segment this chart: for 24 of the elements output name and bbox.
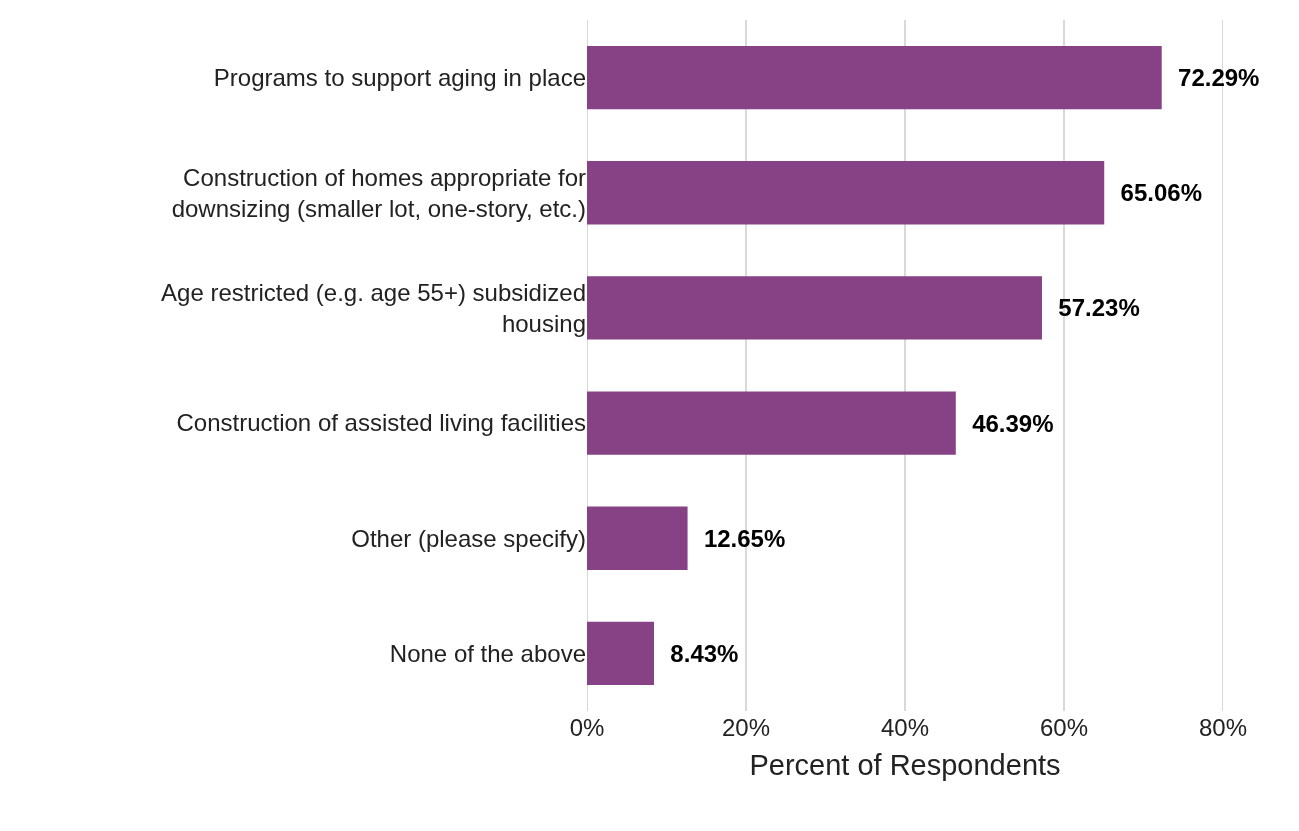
data-label: 72.29% bbox=[1178, 64, 1260, 92]
data-label: 57.23% bbox=[1058, 294, 1140, 322]
data-label: 46.39% bbox=[972, 409, 1054, 437]
bar bbox=[587, 161, 1105, 225]
bar bbox=[587, 45, 1162, 110]
bar bbox=[587, 506, 688, 570]
y-tick-label: Age restricted (e.g. age 55+) subsidized housing bbox=[161, 278, 586, 337]
bar bbox=[587, 391, 956, 455]
data-label: 8.43% bbox=[670, 639, 739, 667]
y-tick-label: Other (please specify) bbox=[351, 524, 586, 552]
data-label: 12.65% bbox=[703, 524, 786, 552]
x-tick-label: 20% bbox=[721, 714, 771, 741]
y-tick-label: Programs to support aging in place bbox=[213, 63, 586, 91]
x-axis-title: Percent of Respondents bbox=[749, 748, 1061, 781]
x-tick-label: 40% bbox=[880, 714, 930, 741]
y-tick-label: Construction of assisted living facilities bbox=[176, 409, 586, 437]
y-tick-label: Construction of homes appropriate for downsizing (smaller lot, one-story, etc.) bbox=[171, 163, 586, 222]
data-label: 65.06% bbox=[1120, 179, 1202, 207]
y-tick-label: None of the above bbox=[389, 639, 586, 667]
bar bbox=[587, 621, 655, 686]
bar bbox=[587, 276, 1042, 340]
x-tick-label: 80% bbox=[1198, 714, 1248, 741]
x-tick-label: 60% bbox=[1039, 714, 1089, 741]
x-tick-label: 0% bbox=[569, 714, 605, 741]
